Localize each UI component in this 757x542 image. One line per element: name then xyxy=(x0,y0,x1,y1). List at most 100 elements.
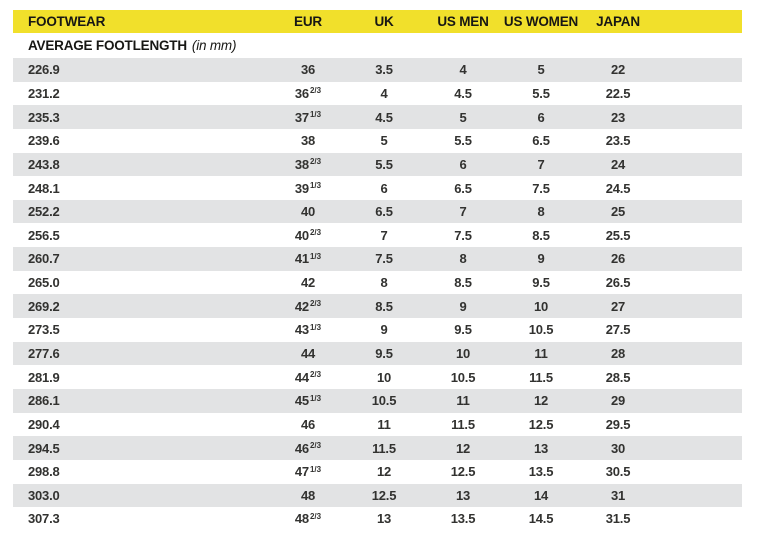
japan-size-cell: 30 xyxy=(610,440,626,456)
us-women-size-cell: 12 xyxy=(533,393,549,409)
footlength-mm-cell: 277.6 xyxy=(28,346,60,361)
table-row: 273.5 431/3 9 9.5 10.5 27.5 xyxy=(13,318,742,342)
footlength-mm-cell: 235.3 xyxy=(28,109,60,125)
us-men-size-cell: 6 xyxy=(459,156,467,172)
uk-size-cell: 4 xyxy=(380,85,388,101)
us-men-size-cell: 12 xyxy=(455,440,471,456)
table-row: 243.8 382/3 5.5 6 7 24 xyxy=(13,152,742,177)
eur-size-base: 43 xyxy=(294,322,309,338)
us-men-size-cell: 12.5 xyxy=(450,464,476,480)
eur-size-base: 47 xyxy=(294,464,309,480)
us-women-size-cell: 9.5 xyxy=(532,275,550,291)
eur-size-cell: 42 xyxy=(278,275,338,290)
table-row: 256.5 402/3 7 7.5 8.5 25.5 xyxy=(13,223,742,247)
us-women-size-cell: 5.5 xyxy=(532,85,550,101)
eur-size-cell: 371/3 xyxy=(278,110,338,125)
uk-size-cell: 6.5 xyxy=(375,204,393,220)
eur-size-fraction: 2/3 xyxy=(309,228,322,238)
column-header-japan: JAPAN xyxy=(596,14,640,29)
eur-size-cell: 382/3 xyxy=(278,157,338,172)
us-women-size-cell: 5 xyxy=(537,62,545,78)
footlength-mm-cell: 256.5 xyxy=(28,227,60,243)
footlength-mm-cell: 265.0 xyxy=(28,275,60,291)
eur-size-cell: 46 xyxy=(278,417,338,432)
footlength-mm-cell: 243.8 xyxy=(28,156,60,172)
table-row: 277.6 44 9.5 10 11 28 xyxy=(13,341,742,366)
footlength-mm-cell: 239.6 xyxy=(28,133,60,149)
table-row: 298.8 471/3 12 12.5 13.5 30.5 xyxy=(13,460,742,484)
eur-size-base: 42 xyxy=(294,298,309,314)
us-men-size-cell: 4.5 xyxy=(454,85,472,101)
eur-size-cell: 442/3 xyxy=(278,370,338,385)
footlength-mm-cell: 281.9 xyxy=(28,369,60,385)
japan-size-cell: 28.5 xyxy=(605,369,631,385)
eur-size-fraction: 1/3 xyxy=(309,251,322,261)
uk-size-cell: 5 xyxy=(380,133,388,149)
footlength-mm-cell: 248.1 xyxy=(28,180,60,196)
eur-size-base: 46 xyxy=(294,440,309,456)
eur-size-base: 46 xyxy=(300,416,316,432)
us-women-size-cell: 14.5 xyxy=(528,511,554,527)
us-women-size-cell: 11 xyxy=(534,346,548,361)
eur-size-cell: 431/3 xyxy=(278,322,338,337)
japan-size-cell: 27 xyxy=(610,298,626,314)
eur-size-base: 42 xyxy=(300,275,316,291)
japan-size-cell: 22 xyxy=(610,62,626,78)
eur-size-cell: 391/3 xyxy=(278,181,338,196)
subheader-row: AVERAGE FOOTLENGTH (in mm) xyxy=(13,33,742,58)
column-header-us-men: US MEN xyxy=(437,14,489,29)
us-women-size-cell: 14 xyxy=(533,487,549,503)
uk-size-cell: 8 xyxy=(380,275,388,291)
table-row: 239.6 38 5 5.5 6.5 23.5 xyxy=(13,129,742,153)
uk-size-cell: 5.5 xyxy=(375,156,393,172)
us-women-size-cell: 6.5 xyxy=(532,133,550,149)
eur-size-cell: 362/3 xyxy=(278,86,338,101)
us-women-size-cell: 10.5 xyxy=(528,322,554,338)
table-row: 303.0 48 12.5 13 14 31 xyxy=(13,483,742,508)
us-men-size-cell: 5.5 xyxy=(454,133,472,149)
us-women-size-cell: 7 xyxy=(537,156,545,172)
table-row: 260.7 411/3 7.5 8 9 26 xyxy=(13,247,742,271)
us-women-size-cell: 8 xyxy=(537,204,545,220)
eur-size-fraction: 2/3 xyxy=(309,86,322,96)
eur-size-cell: 451/3 xyxy=(278,393,338,408)
eur-size-fraction: 1/3 xyxy=(309,464,322,474)
eur-size-fraction: 1/3 xyxy=(309,322,322,332)
eur-size-base: 40 xyxy=(300,204,316,220)
eur-size-cell: 44 xyxy=(278,346,338,361)
table-row: 248.1 391/3 6 6.5 7.5 24.5 xyxy=(13,176,742,200)
eur-size-fraction: 2/3 xyxy=(309,299,322,309)
us-men-size-cell: 11.5 xyxy=(451,416,475,432)
us-women-size-cell: 12.5 xyxy=(528,416,554,432)
uk-size-cell: 7.5 xyxy=(375,251,393,267)
table-row: 226.9 36 3.5 4 5 22 xyxy=(13,58,742,82)
table-row: 281.9 442/3 10 10.5 11.5 28.5 xyxy=(13,365,742,389)
us-women-size-cell: 9 xyxy=(537,251,545,267)
eur-size-cell: 471/3 xyxy=(278,464,338,479)
column-header-eur: EUR xyxy=(294,14,322,29)
uk-size-cell: 11.5 xyxy=(372,440,396,456)
eur-size-base: 37 xyxy=(294,109,309,125)
japan-size-cell: 23.5 xyxy=(605,133,631,149)
table-row: 307.3 482/3 13 13.5 14.5 31.5 xyxy=(13,507,742,531)
size-conversion-table: FOOTWEAR EUR UK US MEN US WOMEN JAPAN AV… xyxy=(13,10,742,531)
eur-size-cell: 36 xyxy=(278,62,338,77)
subheader-label: AVERAGE FOOTLENGTH xyxy=(28,38,187,53)
japan-size-cell: 28 xyxy=(610,346,626,361)
table-row: 294.5 462/3 11.5 12 13 30 xyxy=(13,436,742,460)
eur-size-fraction: 2/3 xyxy=(309,441,322,451)
eur-size-fraction: 2/3 xyxy=(309,157,322,167)
us-men-size-cell: 6.5 xyxy=(454,180,472,196)
table-row: 252.2 40 6.5 7 8 25 xyxy=(13,199,742,224)
uk-size-cell: 11 xyxy=(377,416,391,432)
japan-size-cell: 27.5 xyxy=(605,322,631,338)
us-men-size-cell: 10.5 xyxy=(450,369,476,385)
us-men-size-cell: 9 xyxy=(459,298,467,314)
eur-size-fraction: 1/3 xyxy=(309,110,322,120)
eur-size-base: 38 xyxy=(300,133,316,149)
us-men-size-cell: 10 xyxy=(455,346,471,361)
column-header-uk: UK xyxy=(374,14,394,29)
uk-size-cell: 12 xyxy=(376,464,392,480)
japan-size-cell: 22.5 xyxy=(605,85,631,101)
column-header-us-women: US WOMEN xyxy=(503,14,579,29)
